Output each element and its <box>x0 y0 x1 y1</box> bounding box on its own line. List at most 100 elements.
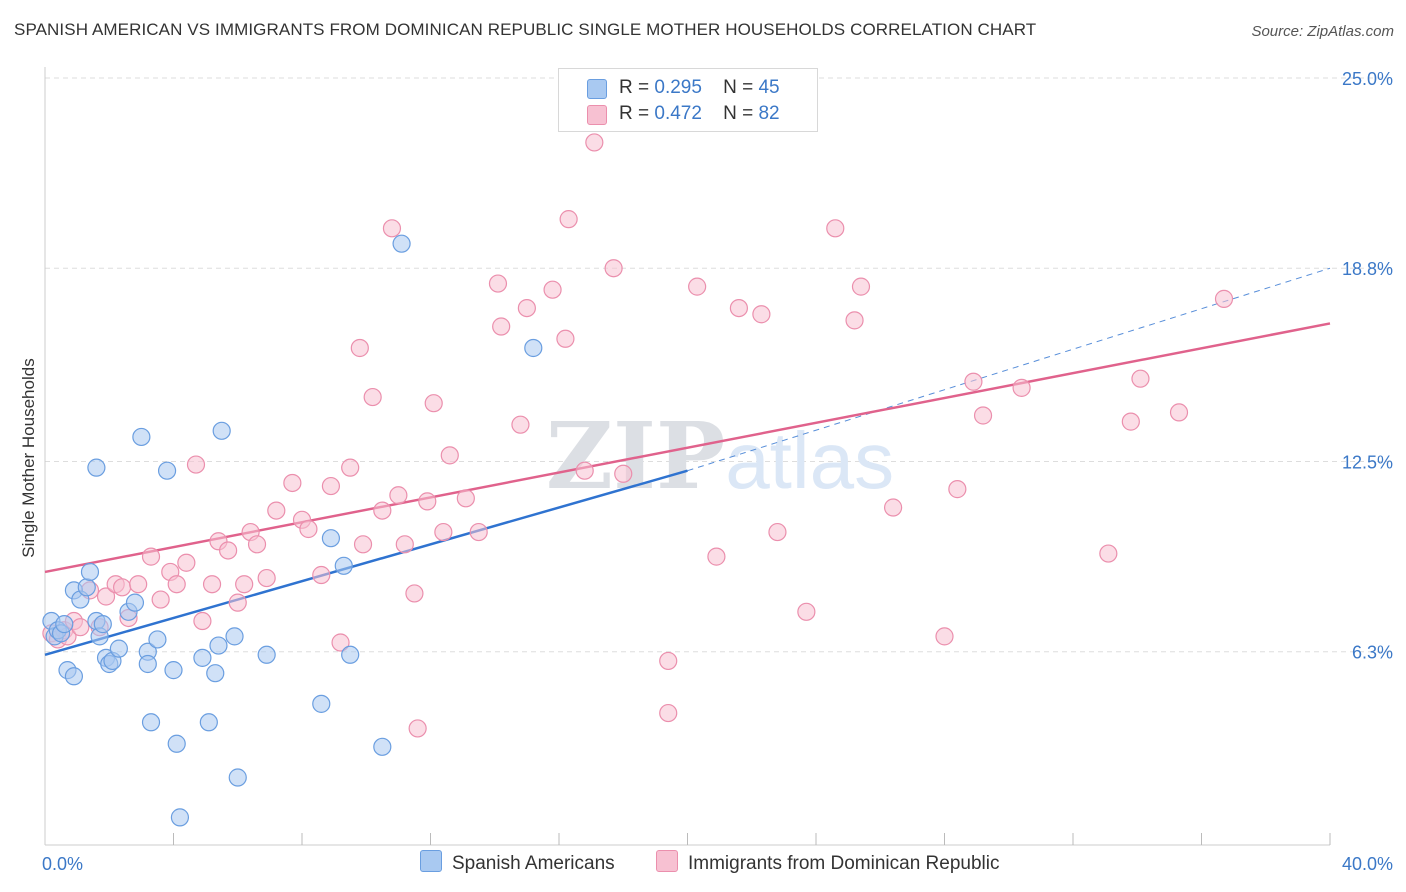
point-dominican-immigrant <box>488 274 508 293</box>
point-spanish-american <box>199 713 218 732</box>
point-dominican-immigrant <box>331 633 350 652</box>
point-spanish-american <box>206 664 225 683</box>
point-dominican-immigrant <box>299 519 318 539</box>
watermark: ZIPatlas <box>546 402 894 510</box>
point-dominican-immigrant <box>312 565 331 585</box>
data-points <box>42 133 1234 827</box>
point-dominican-immigrant <box>1099 544 1118 563</box>
point-spanish-american <box>164 661 183 680</box>
point-dominican-immigrant <box>321 476 341 496</box>
point-dominican-immigrant <box>96 587 116 606</box>
point-dominican-immigrant <box>707 547 726 566</box>
point-spanish-american <box>141 713 161 732</box>
trendline-dominican <box>44 322 1331 574</box>
point-dominican-immigrant <box>341 458 360 477</box>
point-dominican-immigrant <box>797 602 816 621</box>
point-dominican-immigrant <box>614 464 633 483</box>
point-dominican-immigrant <box>424 394 443 413</box>
point-dominican-immigrant <box>948 480 967 499</box>
r-label: R = <box>619 77 650 98</box>
point-dominican-immigrant <box>353 535 373 554</box>
point-dominican-immigrant <box>973 406 993 425</box>
legend-swatch-pink <box>587 105 607 125</box>
point-spanish-american <box>55 615 74 634</box>
point-dominican-immigrant <box>350 338 369 358</box>
point-dominican-immigrant <box>517 299 536 318</box>
point-dominican-immigrant <box>752 305 771 324</box>
point-spanish-american <box>80 562 100 582</box>
point-dominican-immigrant <box>235 575 254 594</box>
trendline-spanish-extension <box>687 267 1331 472</box>
point-dominican-immigrant <box>202 575 222 594</box>
point-dominican-immigrant <box>257 568 276 588</box>
point-dominican-immigrant <box>373 501 392 520</box>
point-dominican-immigrant <box>688 277 707 296</box>
legend-swatch-pink <box>656 850 678 872</box>
trendline-spanish <box>44 469 688 656</box>
r-value: 0.295 <box>654 77 702 98</box>
point-dominican-immigrant <box>405 584 424 603</box>
point-dominican-immigrant <box>1214 289 1234 308</box>
watermark-zip: ZIP <box>546 402 725 510</box>
legend-swatch-blue <box>420 850 442 872</box>
n-label: N = <box>723 103 754 124</box>
legend-swatch-blue <box>587 79 607 99</box>
point-dominican-immigrant <box>418 492 437 511</box>
point-spanish-american <box>225 627 244 646</box>
point-dominican-immigrant <box>845 311 864 330</box>
point-spanish-american <box>209 636 228 655</box>
n-value: 45 <box>758 77 780 98</box>
point-spanish-american <box>321 529 341 548</box>
point-dominican-immigrant <box>267 501 286 520</box>
point-dominican-immigrant <box>1012 378 1031 397</box>
point-dominican-immigrant <box>228 593 247 612</box>
point-dominican-immigrant <box>395 535 414 554</box>
x-tick-label-max: 40.0% <box>1342 854 1393 874</box>
point-dominican-immigrant <box>469 522 488 542</box>
axis-labels: 6.3% 12.5% 18.8% 25.0% 0.0% 40.0% Single Mothe… <box>19 69 1393 874</box>
point-dominican-immigrant <box>247 535 267 554</box>
point-dominican-immigrant <box>659 651 678 671</box>
point-dominican-immigrant <box>826 219 845 238</box>
point-spanish-american <box>125 593 145 612</box>
series-legend-spanish: Spanish Americans <box>420 850 615 878</box>
y-tick-label: 18.8% <box>1342 259 1393 279</box>
point-spanish-american <box>392 234 411 253</box>
point-dominican-immigrant <box>1121 412 1140 431</box>
r-value: 0.472 <box>654 103 702 124</box>
point-spanish-american <box>212 421 231 440</box>
legend-label: Spanish Americans <box>452 853 615 874</box>
point-dominican-immigrant <box>112 578 132 597</box>
point-dominican-immigrant <box>219 541 238 560</box>
point-dominican-immigrant <box>193 611 212 631</box>
point-dominican-immigrant <box>575 461 594 480</box>
n-label: N = <box>723 77 754 98</box>
legend-text-dominican: R = 0.472 N = 82 <box>619 103 780 125</box>
point-dominican-immigrant <box>768 522 787 542</box>
correlation-legend: R = 0.295 N = 45 R = 0.472 N = 82 <box>558 68 818 132</box>
point-dominican-immigrant <box>729 299 749 318</box>
point-dominican-immigrant <box>511 415 530 434</box>
point-dominican-immigrant <box>604 259 623 278</box>
y-tick-label: 6.3% <box>1352 643 1393 663</box>
point-dominican-immigrant <box>559 210 578 229</box>
n-value: 82 <box>758 103 780 124</box>
point-dominican-immigrant <box>1169 403 1189 422</box>
point-dominican-immigrant <box>389 486 408 505</box>
point-dominican-immigrant <box>283 473 302 493</box>
point-spanish-american <box>157 461 177 480</box>
point-dominican-immigrant <box>363 387 382 407</box>
point-spanish-american <box>524 338 543 358</box>
chart-title: SPANISH AMERICAN VS IMMIGRANTS FROM DOMI… <box>14 20 1037 39</box>
gridlines <box>45 77 1395 653</box>
point-spanish-american <box>87 458 106 477</box>
point-spanish-american <box>109 639 128 658</box>
point-dominican-immigrant <box>151 590 170 609</box>
point-dominican-immigrant <box>456 489 475 508</box>
point-spanish-american <box>334 556 353 575</box>
x-tick-label-min: 0.0% <box>42 854 83 874</box>
point-spanish-american <box>193 648 212 667</box>
point-dominican-immigrant <box>408 719 427 738</box>
point-dominican-immigrant <box>129 575 148 594</box>
